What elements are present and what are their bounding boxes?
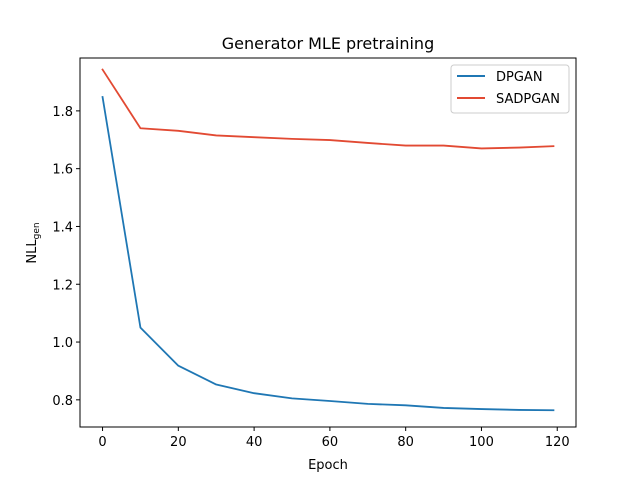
y-axis-label-subscript: gen [32, 222, 42, 239]
x-tick-label: 20 [170, 435, 187, 450]
x-axis-label: Epoch [308, 458, 348, 473]
y-axis-label-main: NLL [25, 239, 40, 264]
legend-label-dpgan: DPGAN [496, 70, 543, 85]
axes-frame [79, 57, 577, 428]
x-axis: 0 20 40 60 80 100 120 [98, 427, 570, 450]
y-tick-label: 1.4 [52, 220, 73, 235]
series-layer [101, 68, 555, 412]
y-axis: 0.8 1.0 1.2 1.4 1.6 1.8 [52, 105, 80, 409]
series-line-dpgan [101, 95, 555, 412]
series-line-sadpgan [101, 68, 555, 150]
y-tick-label: 1.8 [52, 105, 73, 120]
x-tick-label: 100 [469, 435, 494, 450]
legend-label-sadpgan: SADPGAN [496, 92, 560, 107]
y-tick-label: 1.0 [52, 336, 73, 351]
x-tick-label: 0 [98, 435, 106, 450]
x-tick-label: 120 [545, 435, 570, 450]
y-tick-label: 1.6 [52, 163, 73, 178]
x-tick-label: 40 [246, 435, 263, 450]
y-tick-label: 0.8 [52, 394, 73, 409]
y-axis-label: NLLgen [25, 222, 42, 263]
y-tick-label: 1.2 [52, 278, 73, 293]
chart-title: Generator MLE pretraining [222, 34, 434, 53]
x-tick-label: 60 [322, 435, 339, 450]
x-tick-label: 80 [397, 435, 414, 450]
legend: DPGAN SADPGAN [450, 64, 570, 114]
